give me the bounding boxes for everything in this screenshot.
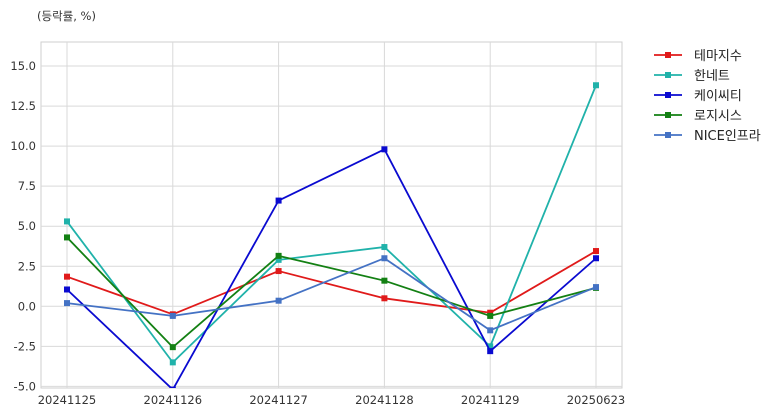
legend-label: 로지시스 [694,109,742,124]
legend-label: 한네트 [694,69,730,84]
data-point [381,277,388,284]
series-line [66,148,597,388]
series-4 [64,234,599,351]
y-axis: -5.0 -2.5 0.0 2.5 5.0 7.5 10.0 12.5 15.0 [10,59,36,393]
legend-item: NICE인프라 [654,129,761,144]
legend-swatch-marker [665,132,671,138]
data-point [593,284,599,291]
data-point [487,348,494,355]
legend-swatch-marker [665,112,671,118]
data-point [169,386,176,388]
data-point [381,244,388,251]
legend-label: 테마지수 [694,49,742,64]
legend-item: 한네트 [654,69,730,84]
grid [41,42,622,388]
y-tick-label: 0.0 [18,299,36,313]
series-2 [64,82,599,366]
y-tick-label: 2.5 [18,259,36,273]
legend-item: 테마지수 [654,49,742,64]
series-line [66,84,597,364]
y-tick-label: 10.0 [10,139,36,153]
data-point [593,82,599,89]
data-point [169,312,176,319]
legend-swatch-marker [665,72,671,78]
data-point [64,273,70,280]
x-tick-label: 20241125 [38,393,97,407]
x-tick-label: 20250623 [567,393,626,407]
data-point [275,256,282,263]
series-1 [64,248,599,318]
data-point [64,286,70,293]
y-tick-label: 12.5 [10,99,36,113]
y-tick-label: 5.0 [18,219,36,233]
data-point [275,197,282,204]
data-point [64,234,70,241]
data-point [593,248,599,255]
data-point [487,343,494,350]
legend-label: 케이씨티 [694,89,742,104]
y-tick-label: -2.5 [14,339,36,353]
data-point [275,297,282,304]
legend-swatch-marker [665,92,671,98]
series-group [64,82,599,388]
x-tick-label: 20241129 [461,393,520,407]
data-point [64,218,70,225]
x-tick-label: 20241126 [144,393,203,407]
series-line [66,257,597,332]
data-point [275,268,282,275]
plot-area [40,41,623,389]
y-tick-label: 15.0 [10,59,36,73]
legend-item: 케이씨티 [654,89,742,104]
legend-label: NICE인프라 [694,129,761,144]
data-point [275,252,282,259]
series-5 [64,255,599,334]
series-line [66,236,597,349]
data-point [381,255,388,262]
data-point [169,359,176,366]
data-point [381,146,388,153]
data-point [487,309,494,316]
data-point [487,312,494,319]
y-tick-label: -5.0 [14,379,36,393]
x-tick-label: 20241128 [355,393,414,407]
legend-item: 로지시스 [654,109,742,124]
unit-label: (등락률, %) [37,9,96,23]
data-point [487,327,494,334]
y-tick-label: 7.5 [18,179,36,193]
x-axis: 20241125 20241126 20241127 20241128 20241129… [38,393,626,407]
data-point [64,300,70,307]
data-point [593,255,599,262]
data-point [169,344,176,351]
series-3 [64,146,599,388]
legend-swatch-marker [665,52,671,58]
x-tick-label: 20241127 [249,393,308,407]
data-point [381,295,388,302]
